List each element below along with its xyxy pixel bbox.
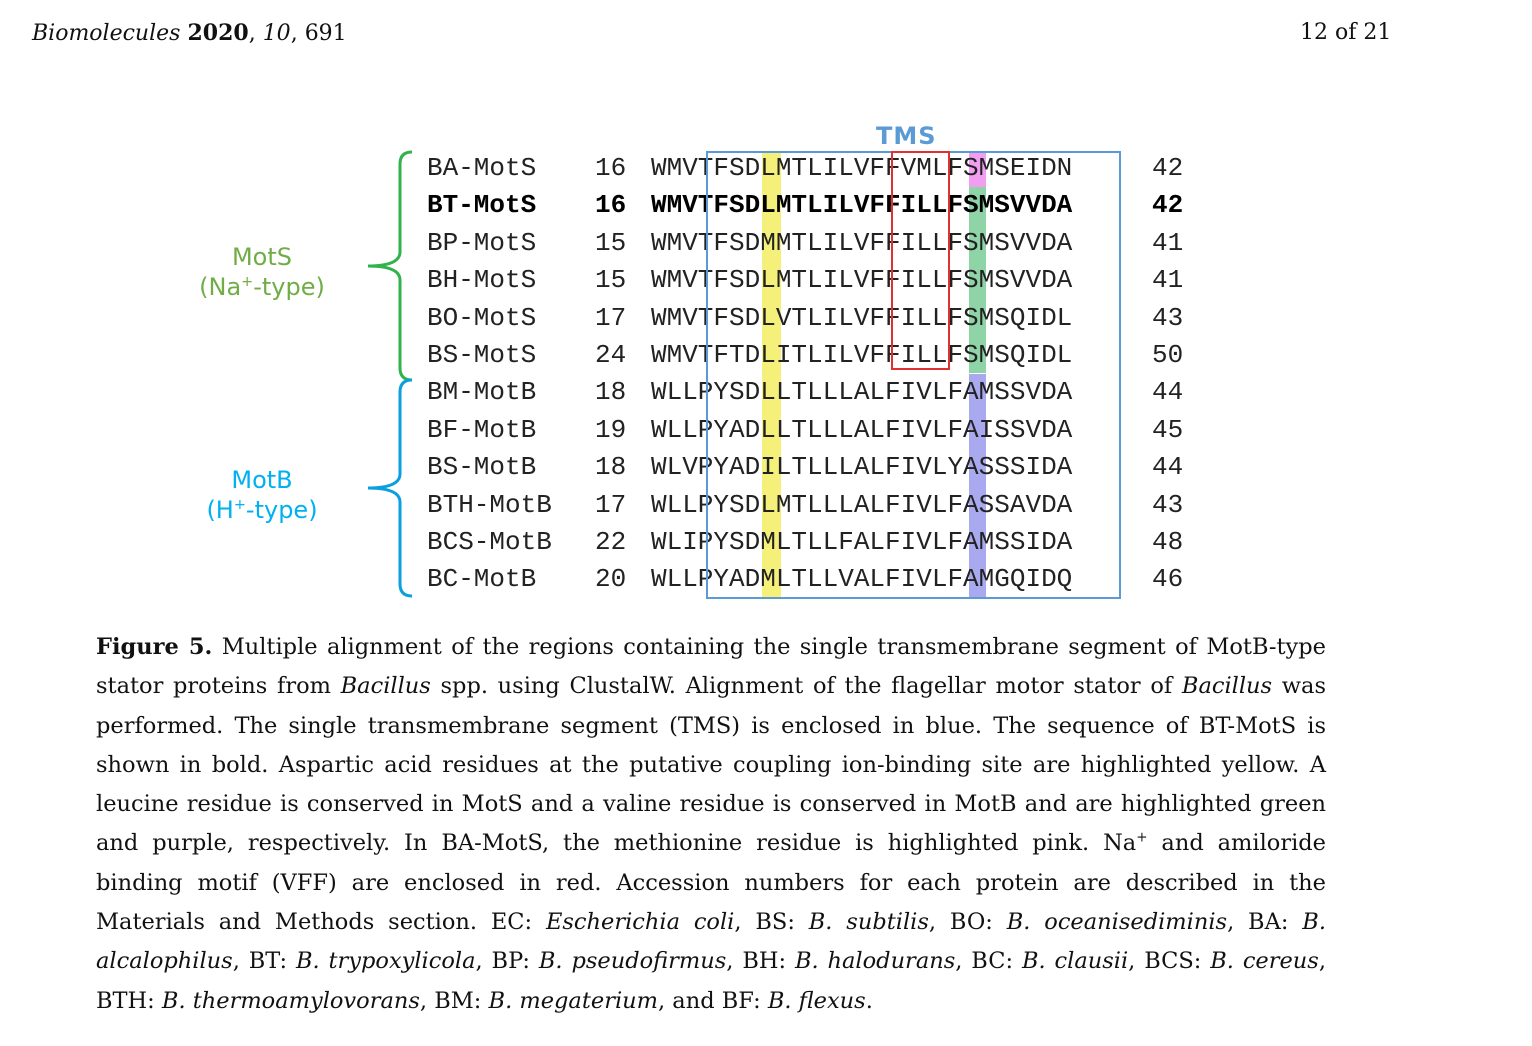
aligned-sequence: WMVTFSDMMTLILVFFILLFSMSVVDA: [651, 227, 1073, 258]
aligned-sequence: WLLPYADLLTLLLALFIVLFAISSVDA: [651, 414, 1073, 445]
start-position: 17: [595, 302, 627, 333]
sequence-name: BTH-MotB: [427, 489, 552, 520]
start-position: 16: [595, 190, 627, 221]
aligned-sequence: WMVTFSDLVTLILVFFILLFSMSQIDL: [651, 302, 1073, 333]
leucine-highlight-column: [969, 187, 986, 373]
alignment-row: BS-MotS 24 WMVTFTDLITLILVFFILLFSMSQIDL 50: [427, 337, 1217, 374]
vff-motif-box: [891, 151, 950, 370]
end-position: 42: [1152, 190, 1184, 221]
running-header-citation: Biomolecules 2020, 10, 691: [32, 20, 347, 46]
start-position: 17: [595, 489, 627, 520]
article-number: 691: [304, 21, 347, 46]
end-position: 42: [1152, 153, 1184, 183]
aligned-sequence: WMVTFSDLMTLILVFFILLFSMSVVDA: [651, 265, 1073, 296]
group-label-motb: MotB (H+-type): [172, 465, 352, 525]
alignment-row: BO-MotS 17 WMVTFSDLVTLILVFFILLFSMSQIDL 43: [427, 300, 1217, 337]
start-position: 15: [595, 227, 627, 258]
start-position: 16: [595, 153, 627, 183]
start-position: 15: [595, 265, 627, 296]
start-position: 20: [595, 564, 627, 595]
start-position: 18: [595, 452, 627, 483]
alignment-row: BC-MotB 20 WLLPYADMLTLLVALFIVLFAMGQIDQ 46: [427, 561, 1217, 598]
end-position: 45: [1152, 414, 1184, 445]
end-position: 48: [1152, 527, 1184, 557]
sequence-name: BCS-MotB: [427, 527, 552, 557]
methionine-highlight-cell: [969, 152, 986, 187]
figure-caption: Figure 5. Multiple alignment of the regi…: [96, 634, 1327, 1014]
end-position: 50: [1152, 340, 1184, 370]
alignment-row: BTH-MotB 17 WLLPYSDLMTLLLALFIVLFASSAVDA 43: [427, 487, 1217, 524]
start-position: 18: [595, 377, 627, 408]
aligned-sequence: WMVTFTDLITLILVFFILLFSMSQIDL: [651, 340, 1073, 370]
tms-label: TMS: [876, 122, 937, 150]
alignment-row: BT-MotS 16 WMVTFSDLMTLILVFFILLFSMSVVDA 42: [427, 187, 1217, 224]
aligned-sequence: WLLPYSDLMTLLLALFIVLFASSAVDA: [651, 489, 1073, 520]
alignment-row: BP-MotS 15 WMVTFSDMMTLILVFFILLFSMSVVDA 41: [427, 225, 1217, 262]
group-motb-name: MotB: [231, 466, 293, 494]
aligned-sequence: WLLPYADMLTLLVALFIVLFAMGQIDQ: [651, 564, 1073, 595]
alignment-figure: TMS MotS (Na+-type) MotB (H+-type) BA-Mo…: [172, 122, 1217, 599]
journal-name: Biomolecules: [32, 21, 181, 46]
aspartate-highlight-column: [762, 152, 781, 598]
end-position: 43: [1152, 302, 1184, 333]
end-position: 44: [1152, 452, 1184, 483]
motb-brace: [367, 378, 413, 598]
end-position: 41: [1152, 265, 1184, 296]
end-position: 43: [1152, 489, 1184, 520]
group-label-mots: MotS (Na+-type): [172, 242, 352, 302]
sequence-name: BM-MotB: [427, 377, 537, 408]
sequence-name: BC-MotB: [427, 564, 537, 595]
sequence-name: BP-MotS: [427, 227, 537, 258]
start-position: 24: [595, 340, 627, 370]
aligned-sequence: WMVTFSDLMTLILVFFILLFSMSVVDA: [651, 190, 1073, 221]
end-position: 44: [1152, 377, 1184, 408]
start-position: 19: [595, 414, 627, 445]
group-motb-type: (H+-type): [206, 496, 318, 524]
journal-volume: 10: [262, 21, 291, 46]
sequence-name: BT-MotS: [427, 190, 537, 221]
alignment-row: BM-MotB 18 WLLPYSDLLTLLLALFIVLFAMSSVDA 44: [427, 374, 1217, 411]
alignment-row: BH-MotS 15 WMVTFSDLMTLILVFFILLFSMSVVDA 41: [427, 262, 1217, 299]
aligned-sequence: WLLPYSDLLTLLLALFIVLFAMSSVDA: [651, 377, 1073, 408]
end-position: 41: [1152, 227, 1184, 258]
alignment-row: BA-MotS 16 WMVTFSDLMTLILVFFVMLFSMSEIDN 42: [427, 150, 1217, 187]
alignment-row: BF-MotB 19 WLLPYADLLTLLLALFIVLFAISSVDA 45: [427, 412, 1217, 449]
sequence-name: BA-MotS: [427, 153, 537, 183]
journal-year: 2020: [187, 20, 249, 46]
sequence-name: BS-MotB: [427, 452, 537, 483]
sequence-name: BF-MotB: [427, 414, 537, 445]
aligned-sequence: WLIPYSDMLTLLFALFIVLFAMSSIDA: [651, 527, 1073, 557]
alignment-row: BS-MotB 18 WLVPYADILTLLLALFIVLYASSSIDA 44: [427, 449, 1217, 486]
page-number: 12 of 21: [1300, 20, 1392, 45]
aligned-sequence: WMVTFSDLMTLILVFFVMLFSMSEIDN: [651, 153, 1073, 183]
sequence-name: BH-MotS: [427, 265, 537, 296]
valine-highlight-column: [969, 374, 986, 598]
alignment-row: BCS-MotB 22 WLIPYSDMLTLLFALFIVLFAMSSIDA 48: [427, 524, 1217, 561]
start-position: 22: [595, 527, 627, 557]
group-mots-type: (Na+-type): [199, 273, 325, 301]
sequence-name: BO-MotS: [427, 302, 537, 333]
sequence-name: BS-MotS: [427, 340, 537, 370]
group-mots-name: MotS: [231, 243, 293, 271]
end-position: 46: [1152, 564, 1184, 595]
caption-label: Figure 5.: [96, 634, 213, 660]
mots-brace: [367, 150, 413, 382]
aligned-sequence: WLVPYADILTLLLALFIVLYASSSIDA: [651, 452, 1073, 483]
